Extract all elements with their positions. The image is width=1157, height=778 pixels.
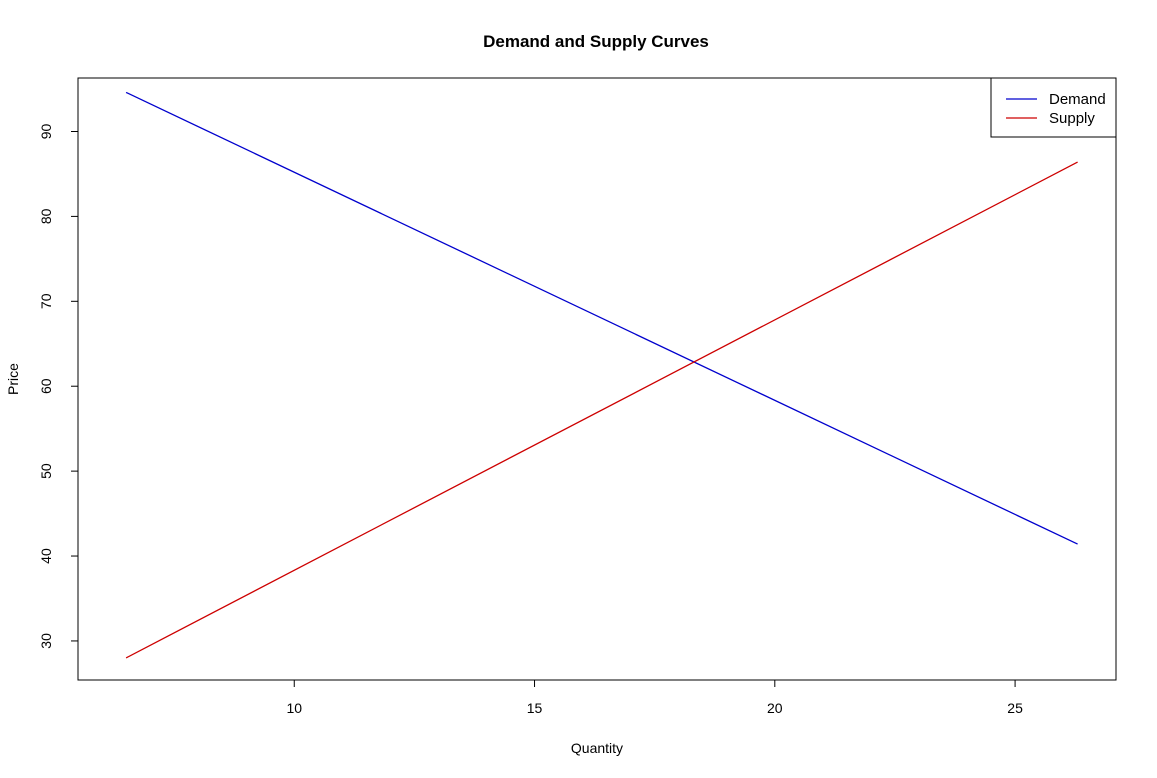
x-tick-label: 25	[1007, 700, 1023, 716]
y-tick-label: 80	[38, 208, 54, 224]
x-axis: 10 15 20 25	[286, 680, 1023, 716]
legend-label-demand: Demand	[1049, 91, 1106, 108]
plot-area-frame	[77, 77, 1117, 681]
x-tick-label: 10	[286, 700, 302, 716]
x-tick-label: 20	[767, 700, 783, 716]
y-tick-label: 50	[38, 463, 54, 479]
series-line-supply	[125, 161, 1078, 659]
y-tick-label: 30	[38, 633, 54, 649]
y-tick-label: 90	[38, 123, 54, 139]
chart-title: Demand and Supply Curves	[483, 32, 709, 51]
series-lines	[125, 91, 1078, 659]
y-axis-label: Price	[5, 363, 21, 395]
x-tick-label: 15	[527, 700, 543, 716]
y-tick-label: 60	[38, 378, 54, 394]
legend-label-supply: Supply	[1049, 110, 1095, 127]
series-line-demand	[125, 91, 1078, 545]
legend: Demand Supply	[990, 77, 1117, 138]
y-axis: 30 40 50 60 70 80 90	[38, 123, 78, 649]
y-tick-label: 70	[38, 293, 54, 309]
x-axis-label: Quantity	[571, 740, 623, 756]
legend-box	[990, 77, 1117, 138]
y-tick-label: 40	[38, 548, 54, 564]
